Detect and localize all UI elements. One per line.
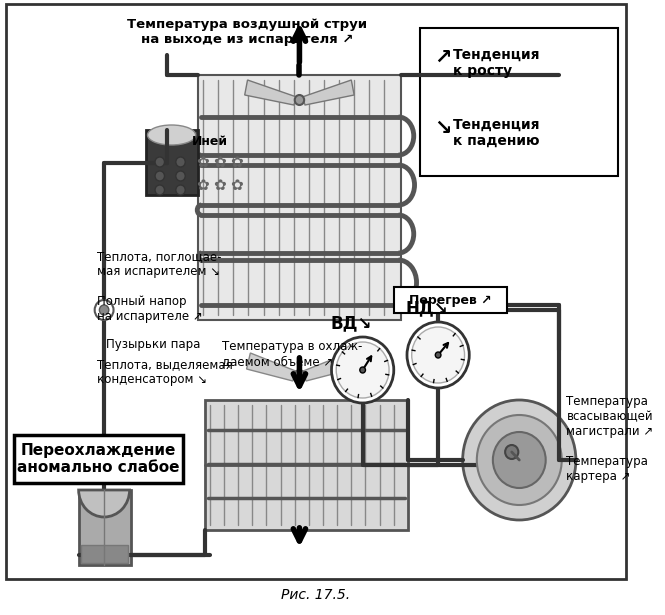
- Text: ВД↘: ВД↘: [331, 314, 372, 332]
- Circle shape: [360, 367, 366, 373]
- Text: ✿: ✿: [196, 154, 209, 170]
- Bar: [198, 75, 402, 320]
- Bar: [81, 545, 128, 563]
- Ellipse shape: [148, 125, 196, 145]
- Text: Тенденция
к росту: Тенденция к росту: [454, 48, 541, 78]
- Circle shape: [176, 157, 186, 167]
- Polygon shape: [247, 353, 296, 381]
- Bar: [13, 435, 184, 483]
- Circle shape: [94, 300, 114, 320]
- Circle shape: [493, 432, 546, 488]
- Circle shape: [336, 342, 389, 398]
- Circle shape: [155, 185, 164, 195]
- Circle shape: [176, 171, 186, 181]
- Text: Полный напор
на испарителе ↗: Полный напор на испарителе ↗: [96, 295, 202, 323]
- Text: Теплота, выделяемая
конденсатором ↘: Теплота, выделяемая конденсатором ↘: [96, 358, 232, 386]
- Circle shape: [463, 400, 576, 520]
- Polygon shape: [245, 80, 297, 105]
- Text: Теплота, поглощае-
мая испарителем ↘: Теплота, поглощае- мая испарителем ↘: [96, 250, 221, 278]
- Text: ↗: ↗: [434, 48, 452, 68]
- Text: ✿: ✿: [230, 178, 243, 192]
- Polygon shape: [303, 80, 354, 105]
- Circle shape: [436, 352, 441, 358]
- Circle shape: [407, 322, 469, 388]
- Text: ✿: ✿: [213, 154, 225, 170]
- Text: ✿: ✿: [196, 178, 209, 192]
- Text: Температура в охлаж-
даемом объеме ↗: Температура в охлаж- даемом объеме ↗: [222, 340, 362, 368]
- Text: Рис. 17.5.: Рис. 17.5.: [281, 588, 350, 602]
- Circle shape: [412, 327, 465, 383]
- Bar: [205, 400, 408, 530]
- Text: НД↘: НД↘: [406, 299, 448, 317]
- Circle shape: [99, 305, 109, 315]
- Circle shape: [332, 337, 394, 403]
- Circle shape: [295, 95, 304, 105]
- Bar: [146, 130, 198, 195]
- Text: Температура воздушной струи
на выходе из испарителя ↗: Температура воздушной струи на выходе из…: [128, 18, 368, 46]
- Text: Тенденция
к падению: Тенденция к падению: [454, 118, 541, 148]
- Circle shape: [505, 445, 518, 459]
- Text: Температура
картера ↗: Температура картера ↗: [567, 455, 648, 483]
- Bar: [78, 490, 130, 565]
- Circle shape: [155, 157, 164, 167]
- Text: Иней: Иней: [192, 135, 228, 148]
- Text: Перегрев ↗: Перегрев ↗: [409, 293, 491, 306]
- Text: ↘: ↘: [434, 118, 452, 138]
- Text: ✿: ✿: [213, 178, 225, 192]
- Bar: [420, 28, 618, 176]
- Wedge shape: [78, 490, 130, 517]
- Polygon shape: [303, 353, 352, 381]
- Bar: [394, 287, 507, 313]
- Text: ✿: ✿: [230, 154, 243, 170]
- Circle shape: [477, 415, 562, 505]
- Text: Переохлаждение
аномально слабое: Переохлаждение аномально слабое: [17, 443, 180, 475]
- Circle shape: [155, 171, 164, 181]
- Text: Температура
всасывающей
магистрали ↗: Температура всасывающей магистрали ↗: [567, 395, 654, 438]
- Circle shape: [176, 185, 186, 195]
- Circle shape: [295, 370, 304, 380]
- Text: Пузырьки пара: Пузырьки пара: [106, 338, 200, 351]
